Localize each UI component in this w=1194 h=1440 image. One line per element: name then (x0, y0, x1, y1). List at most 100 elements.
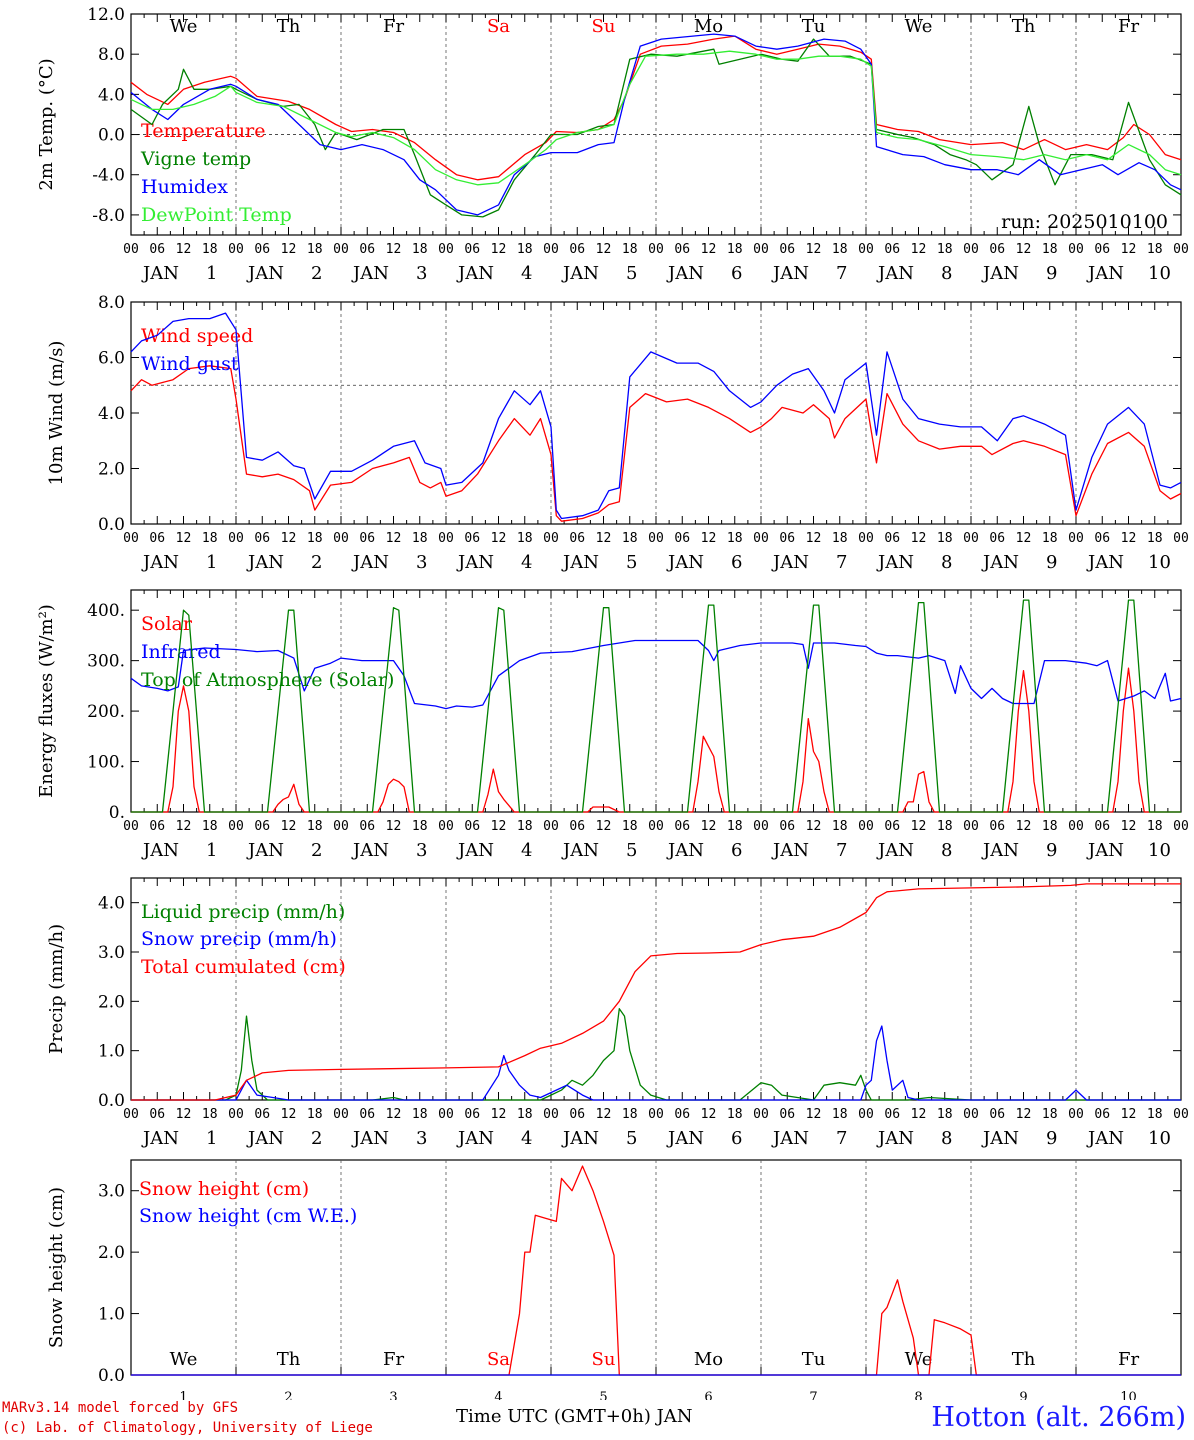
hour-tick-label: 12 (1121, 242, 1137, 257)
hour-tick-label: 00 (543, 819, 559, 834)
y-tick-label: 400. (87, 601, 125, 621)
day-label-month: JAN (351, 552, 389, 573)
hour-tick-label: 18 (307, 531, 323, 546)
hour-tick-label: 06 (989, 819, 1005, 834)
day-name-label: We (170, 16, 198, 37)
hour-tick-label: 12 (596, 819, 612, 834)
day-label-month: JAN (246, 840, 284, 861)
day-name-label: Th (277, 16, 301, 37)
series-line (131, 883, 1181, 1101)
hour-tick-label: 06 (989, 531, 1005, 546)
hour-tick-label: 12 (596, 1107, 612, 1122)
day-name-label: Su (592, 1349, 616, 1370)
hour-tick-label: 12 (281, 1107, 297, 1122)
day-label-number: 8 (941, 263, 952, 284)
hour-tick-label: 00 (333, 531, 349, 546)
day-name-label: Fr (383, 1349, 404, 1370)
day-label-number: 10 (1148, 552, 1171, 573)
series-line (131, 599, 1181, 813)
day-label-month: JAN (561, 840, 599, 861)
y-tick-label: 2.0 (98, 1243, 125, 1263)
day-label-number: 6 (731, 1128, 742, 1149)
legend-entry: Total cumulated (cm) (141, 956, 346, 978)
hour-tick-label: 06 (254, 531, 270, 546)
hour-tick-label: 12 (806, 242, 822, 257)
hour-tick-label: 12 (1121, 1107, 1137, 1122)
hour-tick-label: 18 (727, 531, 743, 546)
hour-tick-label: 18 (832, 242, 848, 257)
series-line (131, 1025, 1181, 1101)
day-label-number: 1 (206, 1128, 217, 1149)
hour-tick-label: 00 (963, 819, 979, 834)
hour-tick-label: 12 (911, 242, 927, 257)
hour-tick-label: 00 (438, 242, 454, 257)
day-name-label: Su (592, 16, 616, 37)
y-axis-label: Energy fluxes (W/m²) (36, 604, 57, 798)
day-name-label: Tu (802, 16, 826, 37)
day-label-number: 1 (206, 552, 217, 573)
day-label-month: JAN (1086, 1128, 1124, 1149)
hour-tick-label: 18 (1147, 531, 1163, 546)
day-label-month: JAN (246, 1128, 284, 1149)
hour-tick-label: 00 (648, 242, 664, 257)
hour-tick-label: 06 (149, 819, 165, 834)
legend-entry: Wind speed (141, 325, 253, 347)
day-label-month: JAN (981, 840, 1019, 861)
hour-tick-label: 06 (779, 531, 795, 546)
hour-tick-label: 06 (779, 819, 795, 834)
hour-tick-label: 00 (543, 1107, 559, 1122)
hour-tick-label: 12 (1121, 531, 1137, 546)
y-tick-label: 8.0 (98, 45, 125, 65)
hour-tick-label: 18 (622, 819, 638, 834)
hour-tick-label: 00 (228, 242, 244, 257)
day-label-number: 1 (206, 840, 217, 861)
day-label-number: 7 (836, 552, 847, 573)
legend-entry: Vigne temp (140, 148, 251, 170)
day-label-month: JAN (561, 1128, 599, 1149)
hour-tick-label: 00 (123, 242, 139, 257)
hour-tick-label: 00 (753, 819, 769, 834)
day-label-number: 10 (1148, 1128, 1171, 1149)
y-axis-label: Snow height (cm) (46, 1187, 67, 1348)
day-label-number: 7 (836, 263, 847, 284)
y-tick-label: 3.0 (98, 1182, 125, 1202)
hour-tick-label: 12 (806, 819, 822, 834)
hour-tick-label: 18 (517, 531, 533, 546)
hour-tick-label: 00 (228, 531, 244, 546)
hour-tick-label: 00 (438, 819, 454, 834)
day-number-label: 3 (389, 1390, 397, 1400)
hour-tick-label: 12 (176, 1107, 192, 1122)
hour-tick-label: 18 (517, 242, 533, 257)
day-label-number: 5 (626, 840, 637, 861)
day-label-month: JAN (771, 263, 809, 284)
hour-tick-label: 18 (937, 531, 953, 546)
legend-entry: Snow height (cm) (139, 1178, 309, 1200)
series-line (130, 35, 1182, 181)
y-tick-label: 0.0 (98, 515, 125, 535)
hour-tick-label: 00 (1068, 1107, 1084, 1122)
day-label-number: 3 (416, 840, 427, 861)
hour-tick-label: 00 (228, 819, 244, 834)
legend-entry: Infrared (141, 641, 221, 663)
hour-tick-label: 18 (1042, 819, 1058, 834)
legend-entry: Temperature (141, 120, 265, 142)
y-tick-label: 6.0 (98, 349, 125, 369)
hour-tick-label: 12 (386, 819, 402, 834)
day-label-month: JAN (1086, 263, 1124, 284)
series-line (130, 50, 1182, 186)
hour-tick-label: 06 (149, 242, 165, 257)
hour-tick-label: 00 (963, 242, 979, 257)
y-tick-label: 4.0 (98, 894, 125, 914)
day-label-month: JAN (771, 840, 809, 861)
run-label: run: 2025010100 (1001, 211, 1168, 233)
hour-tick-label: 18 (1147, 819, 1163, 834)
day-label-month: JAN (666, 552, 704, 573)
y-tick-label: 100. (87, 753, 125, 773)
hour-tick-label: 12 (806, 531, 822, 546)
y-tick-label: -8.0 (92, 206, 125, 226)
day-number-label: 5 (599, 1390, 607, 1400)
y-tick-label: 0.0 (98, 126, 125, 146)
hour-tick-label: 00 (648, 531, 664, 546)
hour-tick-label: 06 (779, 242, 795, 257)
day-number-label: 6 (704, 1390, 712, 1400)
